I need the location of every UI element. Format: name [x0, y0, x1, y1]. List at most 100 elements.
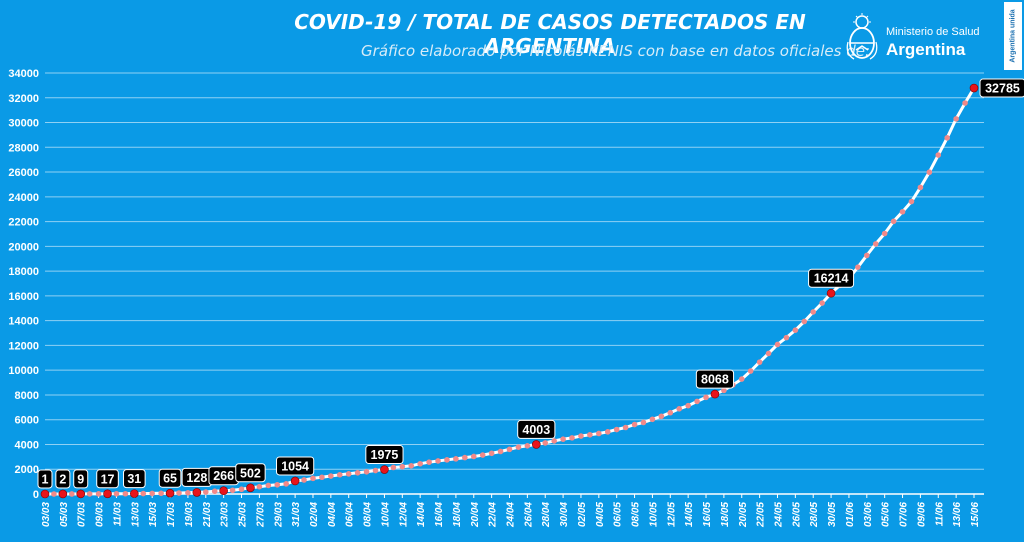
x-tick-label: 17/03 [166, 502, 177, 527]
data-label: 16214 [814, 272, 849, 286]
x-tick-label: 15/06 [970, 502, 981, 527]
data-point [926, 169, 933, 176]
highlight-point [531, 440, 541, 449]
data-point [765, 350, 772, 357]
x-tick-label: 05/06 [881, 502, 892, 527]
data-point [363, 468, 370, 475]
y-tick-label: 4000 [15, 439, 39, 451]
data-label-box [979, 78, 1024, 98]
data-point [649, 416, 656, 423]
data-point [229, 487, 236, 494]
data-label-box [158, 468, 182, 488]
data-point [301, 477, 307, 483]
y-tick-label: 18000 [8, 266, 39, 278]
y-tick-label: 2000 [15, 464, 39, 476]
x-tick-label: 09/03 [95, 502, 106, 527]
data-label-box [235, 463, 266, 483]
data-label: 8068 [701, 373, 729, 387]
coat-of-arms-icon [846, 13, 878, 60]
x-tick-label: 30/04 [559, 502, 570, 527]
data-point [274, 481, 281, 488]
data-point [908, 198, 915, 205]
data-point [551, 438, 557, 444]
x-tick-label: 24/05 [773, 502, 784, 528]
x-tick-label: 24/04 [506, 502, 517, 528]
x-tick-label: 20/05 [738, 502, 749, 528]
data-point [462, 454, 468, 461]
data-label: 502 [240, 466, 261, 480]
x-tick-label: 30/05 [827, 502, 838, 527]
data-point [354, 469, 361, 476]
data-point [319, 474, 325, 481]
data-point [694, 398, 700, 405]
data-point [399, 463, 406, 470]
y-tick-label: 20000 [8, 241, 39, 253]
data-point [792, 327, 799, 334]
x-tick-label: 14/05 [684, 502, 695, 527]
data-point [470, 453, 477, 460]
data-label: 1054 [281, 459, 309, 473]
data-point [202, 489, 209, 495]
data-point [622, 424, 629, 431]
x-tick-label: 11/03 [112, 502, 123, 527]
argentina-unida-badge: Argentina unida [1004, 2, 1022, 70]
data-label-box [96, 469, 119, 489]
data-point [185, 489, 191, 496]
highlight-point [826, 288, 836, 298]
data-point [855, 264, 861, 270]
x-tick-label: 10/04 [380, 502, 391, 527]
x-tick-label: 25/03 [238, 502, 249, 528]
data-point [962, 100, 968, 106]
data-point [417, 460, 423, 467]
data-point [569, 435, 575, 441]
x-tick-label: 19/03 [184, 502, 195, 527]
data-label: 4003 [522, 423, 550, 437]
data-point [149, 490, 155, 497]
data-point [783, 334, 790, 341]
data-point [703, 394, 709, 401]
x-tick-label: 16/05 [702, 502, 713, 527]
data-label: 1 [42, 472, 49, 486]
highlight-point [290, 476, 300, 486]
data-label: 17 [101, 472, 115, 486]
x-tick-label: 03/03 [41, 502, 52, 527]
x-tick-label: 23/03 [220, 502, 231, 528]
y-tick-label: 6000 [15, 415, 39, 427]
x-tick-label: 21/03 [202, 502, 213, 528]
data-point [587, 431, 593, 438]
highlight-point [192, 488, 202, 497]
x-tick-label: 29/03 [273, 502, 284, 528]
ministry-name: Ministerio de Salud [886, 26, 980, 38]
data-point [310, 475, 316, 482]
x-tick-label: 09/06 [916, 502, 927, 527]
y-tick-label: 10000 [8, 365, 39, 377]
x-tick-label: 13/06 [952, 502, 963, 527]
x-tick-label: 04/05 [595, 502, 606, 527]
highlight-point [165, 488, 175, 498]
x-tick-label: 18/05 [720, 502, 731, 527]
data-point [953, 116, 959, 122]
x-tick-label: 16/04 [434, 502, 445, 527]
data-point [578, 433, 584, 439]
data-point [881, 230, 888, 237]
data-point [890, 218, 897, 225]
chart-subtitle: Gráfico elaborado por Nicolás KENIS con … [361, 42, 870, 60]
ministry-logo: Ministerio de Salud Argentina [844, 10, 1004, 66]
data-point [667, 409, 674, 416]
x-tick-label: 08/04 [363, 502, 374, 527]
data-point [721, 387, 727, 394]
x-tick-label: 06/04 [345, 502, 356, 527]
data-point [747, 368, 754, 374]
x-tick-label: 06/05 [613, 502, 624, 527]
data-point [506, 446, 513, 453]
highlight-point [246, 483, 255, 493]
x-tick-label: 02/04 [309, 502, 320, 527]
data-point [658, 413, 665, 420]
y-tick-label: 30000 [8, 118, 39, 130]
data-point [515, 444, 522, 450]
x-tick-label: 07/03 [77, 502, 88, 527]
x-tick-label: 31/03 [291, 502, 302, 527]
data-point [497, 448, 504, 455]
data-point [479, 452, 486, 458]
